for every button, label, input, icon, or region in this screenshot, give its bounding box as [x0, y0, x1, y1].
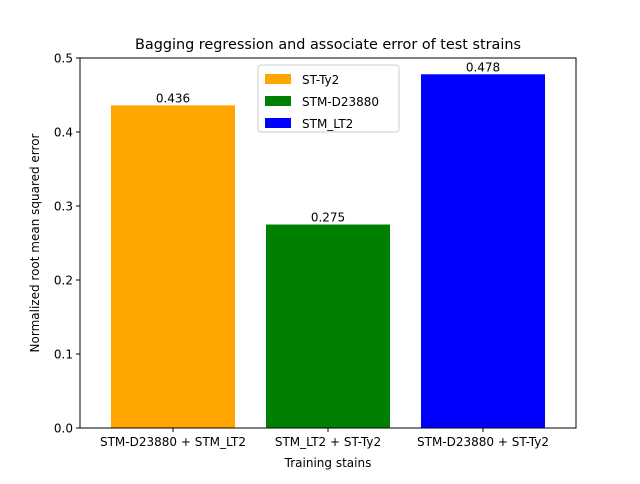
chart-title: Bagging regression and associate error o… [135, 37, 521, 53]
legend-swatch [265, 74, 291, 84]
y-tick-label: 0.0 [54, 422, 73, 436]
x-axis-label: Training stains [284, 456, 372, 470]
legend-swatch [265, 118, 291, 128]
x-tick-label: STM_LT2 + ST-Ty2 [275, 435, 381, 449]
y-tick-label: 0.3 [54, 200, 73, 214]
y-axis-label: Normalized root mean squared error [28, 133, 42, 352]
legend-label: STM-D23880 [302, 95, 379, 109]
bars-group [111, 74, 545, 429]
x-axis: STM-D23880 + STM_LT2 STM_LT2 + ST-Ty2 STM-… [100, 428, 549, 449]
legend: ST-Ty2 STM-D23880 STM_LT2 [257, 64, 400, 133]
x-tick-label: STM-D23880 + ST-Ty2 [417, 435, 549, 449]
bar [421, 74, 545, 428]
x-tick-label: STM-D23880 + STM_LT2 [100, 435, 246, 449]
legend-label: STM_LT2 [302, 117, 353, 131]
legend-frame [257, 64, 400, 133]
plot-frame [79, 57, 577, 429]
bar [111, 105, 235, 429]
y-tick-label: 0.2 [54, 274, 73, 288]
y-tick-label: 0.4 [54, 126, 73, 140]
bar-value-label: 0.275 [311, 211, 345, 225]
legend-swatch [265, 96, 291, 106]
y-tick-label: 0.5 [54, 52, 73, 66]
y-tick-label: 0.1 [54, 348, 73, 362]
legend-label: ST-Ty2 [302, 73, 339, 87]
bar [266, 224, 390, 428]
y-axis: 0.0 0.1 0.2 0.3 0.4 0.5 [54, 52, 80, 436]
bar-value-label: 0.436 [156, 91, 190, 105]
bar-value-label: 0.478 [466, 60, 500, 74]
value-labels-group: 0.436 0.275 0.478 [156, 60, 500, 224]
